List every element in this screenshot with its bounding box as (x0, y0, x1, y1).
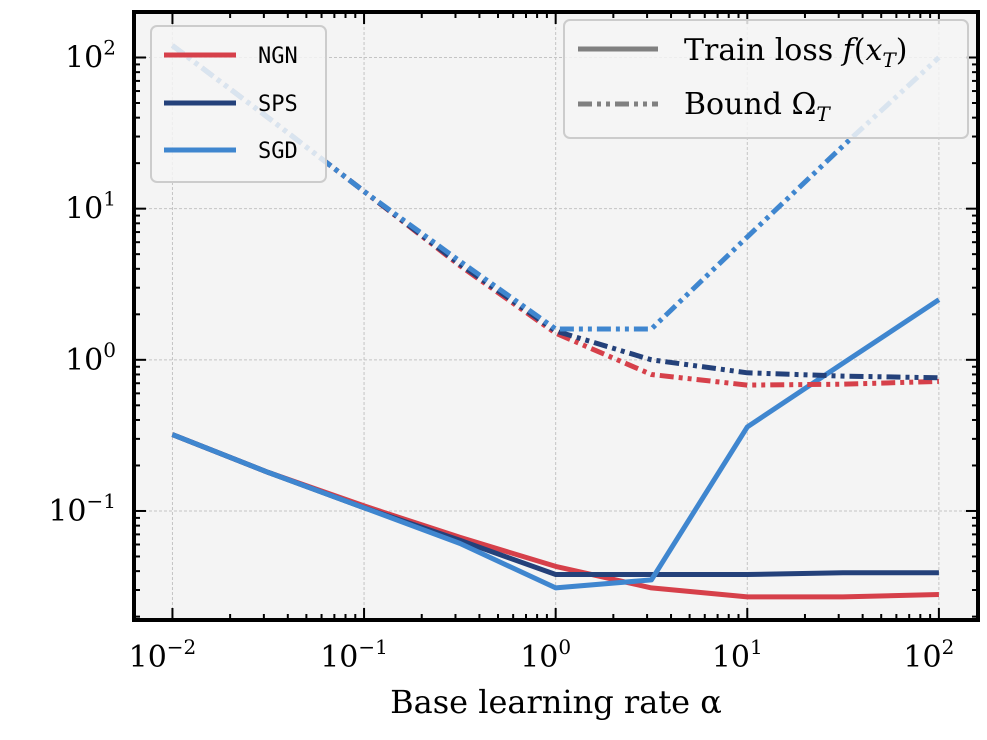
x-tick-label: 10−2 (129, 635, 197, 675)
legend-label-bound: Bound ΩT (684, 87, 831, 126)
y-tick-label: 101 (65, 187, 116, 227)
legend-label-sgd: SGD (258, 139, 298, 164)
y-tick-label: 100 (65, 338, 116, 378)
legend-methods: NGN SPS SGD (150, 25, 327, 183)
x-tick-label: 101 (712, 635, 763, 675)
y-tick-label: 10−1 (48, 489, 116, 529)
legend-styles-box (563, 19, 969, 139)
legend-label-ngn: NGN (258, 44, 298, 69)
x-tick-label: 10−1 (320, 635, 388, 675)
legend-label-train-loss: Train loss f(xT) (684, 33, 907, 72)
legend-styles: Train loss f(xT) Bound ΩT (563, 19, 969, 139)
x-tick-label: 100 (520, 635, 571, 675)
x-tick-label: 102 (903, 635, 954, 675)
tick-labels: 10−2 10−1 100 101 102 10−1 100 101 102 (48, 36, 954, 675)
legend-label-sps: SPS (258, 92, 298, 117)
ticks (134, 11, 978, 620)
x-axis-label: Base learning rate α (390, 683, 722, 721)
legend-methods-box (150, 25, 327, 183)
y-tick-label: 102 (65, 36, 116, 76)
